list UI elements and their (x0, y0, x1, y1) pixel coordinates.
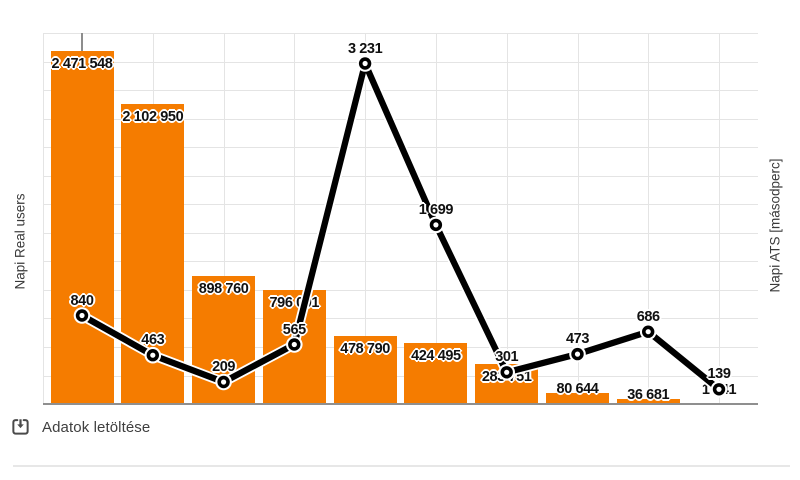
line-value-label: 139 (707, 366, 731, 383)
line-value-label: 209 (212, 359, 236, 375)
download-label: Adatok letöltése (42, 418, 151, 436)
x-axis-line (43, 403, 758, 405)
download-icon (12, 418, 29, 435)
bar-value-label: 424 495 (411, 348, 461, 365)
line-value-label: 301 (495, 349, 519, 366)
left-axis-title: Napi Real users (12, 193, 28, 290)
bar-value-label: 2 471 548 (51, 56, 113, 73)
bar[interactable] (546, 392, 609, 404)
bar-value-label: 2 102 950 (122, 108, 184, 125)
bar[interactable] (616, 398, 680, 404)
grid-v (43, 33, 44, 404)
grid-h (43, 90, 758, 92)
bar-value-label: 36 681 (627, 386, 670, 403)
bar-value-label: 283 751 (481, 368, 532, 385)
bar[interactable] (50, 51, 114, 404)
grid-h (43, 33, 758, 34)
download-data-link[interactable]: Adatok letöltése (10, 413, 150, 441)
right-axis-title: Napi ATS [másodperc] (767, 158, 783, 293)
line-value-label: 565 (282, 321, 306, 338)
line-value-label: 1 699 (418, 201, 454, 218)
line-value-label: 686 (636, 308, 660, 325)
grid-v (577, 33, 579, 404)
bottom-separator (13, 465, 790, 467)
bar-value-label: 898 760 (198, 280, 249, 297)
bar[interactable] (121, 103, 185, 404)
line-value-label: 463 (141, 332, 165, 349)
cursor-line (81, 33, 83, 52)
grid-v (719, 33, 720, 404)
bar-value-label: 796 001 (269, 295, 320, 312)
bar-value-label: 1 941 (701, 381, 737, 398)
bar-value-label: 80 644 (556, 380, 599, 397)
line-value-label: 840 (70, 292, 94, 309)
grid-h (43, 61, 758, 63)
line-value-label: 473 (566, 331, 589, 348)
bar-value-label: 478 790 (340, 340, 390, 357)
line-value-label: 3 231 (347, 40, 383, 57)
grid-v (648, 33, 650, 404)
